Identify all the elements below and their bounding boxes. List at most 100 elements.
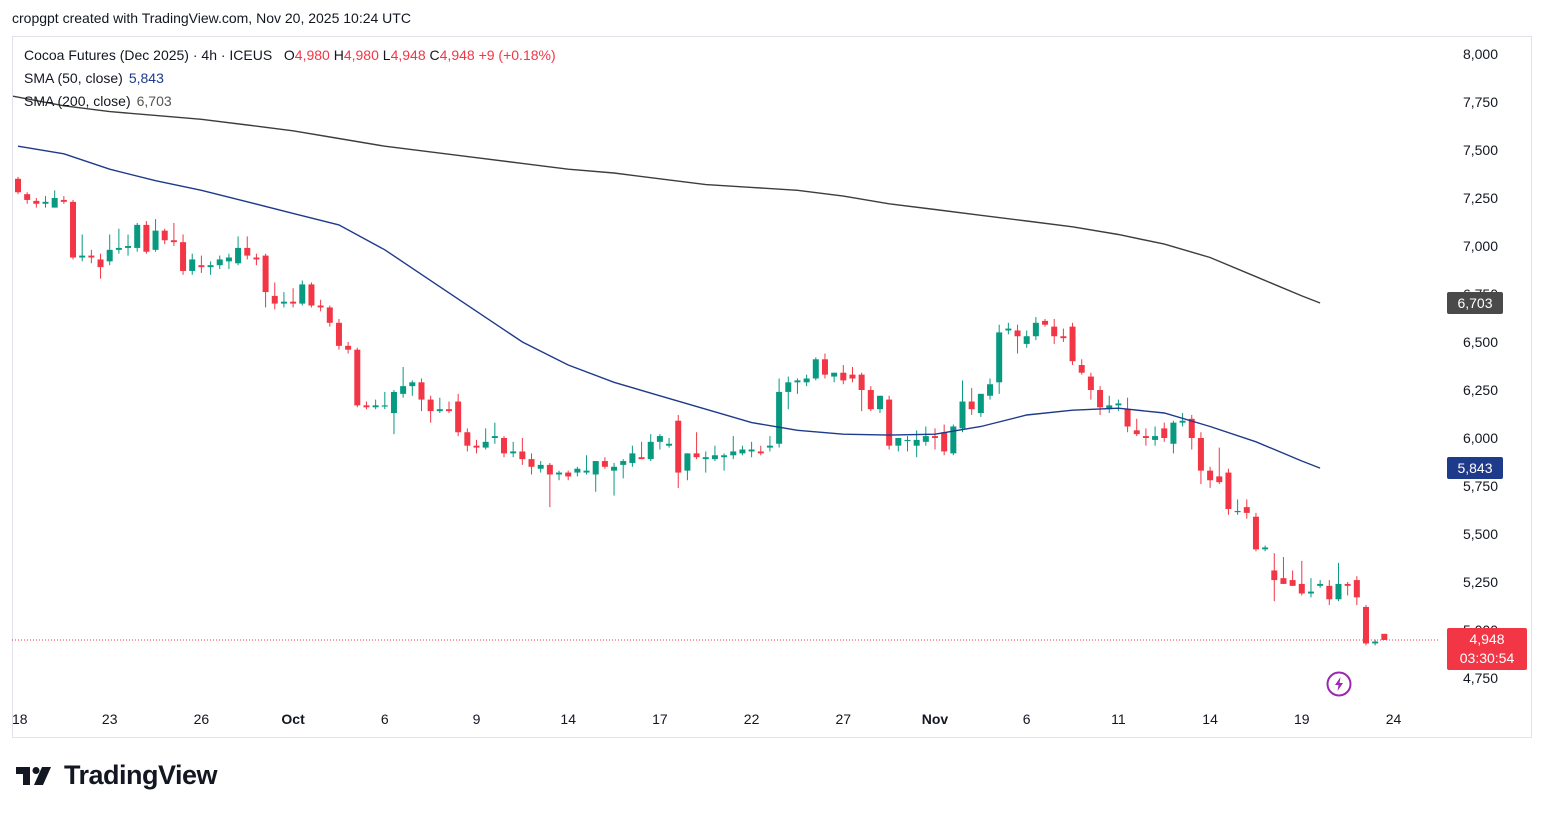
candle-body: [354, 349, 361, 406]
candle: [491, 422, 498, 444]
candle-body: [620, 461, 627, 465]
candle-body: [262, 255, 269, 293]
candle: [372, 399, 379, 410]
candle-body: [501, 438, 508, 454]
candle: [326, 305, 333, 327]
candle: [381, 391, 388, 410]
brand[interactable]: TradingView: [16, 760, 218, 791]
candle: [253, 253, 260, 266]
candle-body: [867, 390, 874, 410]
y-tick-label: 7,500: [1463, 142, 1498, 158]
candle: [51, 190, 58, 208]
candle-body: [60, 199, 67, 202]
candle: [1307, 578, 1314, 598]
candle-body: [968, 401, 975, 410]
candle: [922, 426, 929, 446]
bar-countdown: 03:30:54: [1459, 649, 1515, 666]
legend-sma200[interactable]: SMA (200, close) 6,703: [24, 93, 172, 109]
last-price-tag: 4,948 03:30:54: [1447, 627, 1527, 670]
candle-body: [812, 359, 819, 379]
candle: [1087, 372, 1094, 400]
candle: [592, 461, 599, 492]
candle-body: [1078, 365, 1085, 373]
candle-body: [831, 372, 838, 377]
candle-body: [1298, 583, 1305, 594]
candle: [1362, 605, 1369, 646]
candle: [876, 395, 883, 414]
candle: [620, 459, 627, 479]
candle: [1179, 413, 1186, 427]
candle: [363, 401, 370, 410]
candle-body: [207, 265, 214, 268]
x-tick-label: 27: [836, 711, 852, 727]
candle-body: [776, 391, 783, 444]
candle-body: [400, 386, 407, 394]
candle-body: [170, 240, 177, 243]
y-tick-label: 7,000: [1463, 238, 1498, 254]
candle-body: [1032, 322, 1039, 337]
candle: [565, 470, 572, 481]
candle-body: [840, 372, 847, 381]
candle: [785, 376, 792, 410]
candle-body: [748, 449, 755, 452]
candle-body: [79, 255, 86, 258]
candle-body: [299, 284, 306, 304]
candle: [42, 196, 49, 208]
y-tick-label: 8,000: [1463, 46, 1498, 62]
candle-body: [922, 436, 929, 442]
legend-ohlc: Cocoa Futures (Dec 2025) · 4h · ICEUS O 4…: [24, 47, 556, 63]
x-tick-label: Oct: [281, 711, 305, 727]
x-tick-label: 23: [102, 711, 118, 727]
candle-body: [675, 420, 682, 473]
candle-body: [1023, 336, 1030, 344]
candle-body: [1133, 430, 1140, 435]
candle: [1069, 322, 1076, 366]
candle: [776, 378, 783, 448]
candle-body: [1142, 436, 1149, 438]
candle: [702, 451, 709, 473]
x-tick-label: 6: [381, 711, 389, 727]
candle-body: [134, 224, 141, 248]
high-value: 4,980: [343, 47, 379, 63]
candle-body: [611, 466, 618, 471]
candle-body: [1124, 409, 1131, 427]
symbol-title[interactable]: Cocoa Futures (Dec 2025) · 4h · ICEUS: [24, 47, 273, 63]
candle: [125, 234, 132, 256]
candle: [308, 282, 315, 308]
candle: [235, 236, 242, 266]
candle: [1032, 317, 1039, 341]
y-tick-label: 7,250: [1463, 190, 1498, 206]
candle-body: [904, 439, 911, 442]
candle-body: [445, 409, 452, 412]
candle-body: [152, 230, 159, 250]
candle-body: [326, 307, 333, 323]
candle-body: [244, 247, 251, 256]
candle: [739, 445, 746, 456]
candle: [1005, 322, 1012, 335]
low-label: L: [382, 47, 391, 63]
candle: [1197, 432, 1204, 485]
sma50-line: [17, 145, 1321, 469]
candle-body: [821, 359, 828, 375]
open-label: O: [283, 47, 295, 63]
candle: [1142, 428, 1149, 446]
candles: [15, 176, 1388, 646]
candle: [849, 366, 856, 383]
candle-body: [1051, 326, 1058, 337]
candle: [24, 192, 31, 204]
candle-body: [427, 399, 434, 412]
candle-body: [950, 426, 957, 454]
candle: [473, 439, 480, 454]
candle-body: [290, 301, 297, 304]
legend-sma50[interactable]: SMA (50, close) 5,843: [24, 70, 164, 86]
candle: [968, 388, 975, 415]
lightning-icon[interactable]: [1326, 671, 1352, 697]
candle: [1124, 397, 1131, 433]
candle-body: [785, 382, 792, 392]
x-tick-label: 22: [744, 711, 760, 727]
candle-body: [363, 405, 370, 408]
candle-body: [895, 438, 902, 446]
candle-body: [455, 401, 462, 433]
candle-body: [757, 451, 764, 454]
